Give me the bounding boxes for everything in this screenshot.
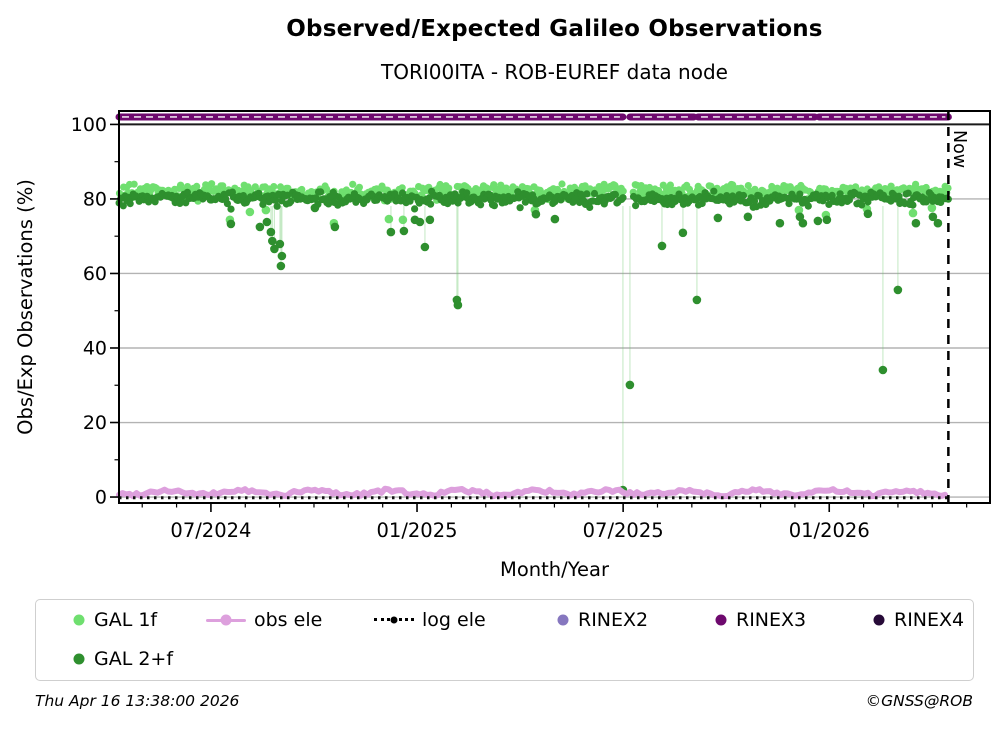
gridlines (119, 123, 990, 498)
legend-item-rinex3: RINEX3 (714, 608, 806, 632)
gal-1f-marker-icon (72, 613, 86, 627)
legend-item-gal-2f: GAL 2+f (72, 647, 173, 671)
gal-2f-marker-icon (72, 652, 86, 666)
series-obs-ele (116, 485, 948, 500)
legend-label: obs ele (254, 609, 323, 631)
legend-label: log ele (422, 609, 486, 631)
series-gal-2-f (115, 187, 952, 495)
chart-area: Now 0 20 40 60 80 100 07/2024 01/2025 07/2025 01/2… (14, 110, 991, 581)
legend-label: GAL 2+f (94, 648, 174, 670)
legend-item-rinex2: RINEX2 (556, 608, 648, 632)
axes-ticks: 0 20 40 60 80 100 07/2024 01/2025 07/2025 01/2026 (71, 114, 968, 542)
now-label: Now (949, 130, 969, 168)
y-tick-label: 20 (83, 412, 107, 434)
y-tick-label: 40 (83, 337, 107, 359)
x-tick-label: 01/2025 (377, 519, 458, 542)
x-tick-label: 01/2026 (789, 519, 870, 542)
rinex2-marker-icon (556, 613, 570, 627)
legend-item-log-ele: log ele (374, 608, 486, 632)
log-ele-marker-icon (374, 613, 414, 627)
copyright-label: ©GNSS@ROB (865, 692, 973, 710)
chart-canvas: Now 0 20 40 60 80 100 07/2024 01/2025 07/2025 01/2… (14, 110, 991, 581)
legend-label: RINEX3 (736, 609, 807, 631)
legend-label: GAL 1f (94, 609, 158, 631)
obs-ele-marker-icon (206, 613, 246, 627)
page-subtitle: TORI00ITA - ROB-EUREF data node (381, 60, 728, 84)
rinex4-marker-icon (872, 613, 886, 627)
now-marker: Now (947, 111, 969, 503)
y-tick-label: 80 (83, 188, 107, 210)
legend-label: RINEX4 (894, 609, 965, 631)
y-tick-label: 100 (71, 114, 107, 136)
x-axis-label: Month/Year (500, 558, 610, 581)
legend-item-rinex4: RINEX4 (872, 608, 964, 632)
render-timestamp: Thu Apr 16 13:38:00 2026 (35, 692, 240, 710)
legend-item-obs-ele: obs ele (206, 608, 322, 632)
y-tick-label: 60 (83, 263, 107, 285)
legend-item-gal-1f: GAL 1f (72, 608, 157, 632)
plot-frame (118, 110, 991, 504)
chart-legend: GAL 1f GAL 2+f obs ele log ele RINEX2 RI… (35, 599, 974, 681)
rinex3-marker-icon (714, 613, 728, 627)
page-title: Observed/Expected Galileo Observations (286, 16, 823, 42)
y-tick-label: 0 (95, 487, 107, 509)
x-tick-label: 07/2024 (170, 519, 251, 542)
x-tick-label: 07/2025 (583, 519, 664, 542)
legend-label: RINEX2 (578, 609, 649, 631)
y-axis-label: Obs/Exp Observations (%) (14, 179, 37, 435)
